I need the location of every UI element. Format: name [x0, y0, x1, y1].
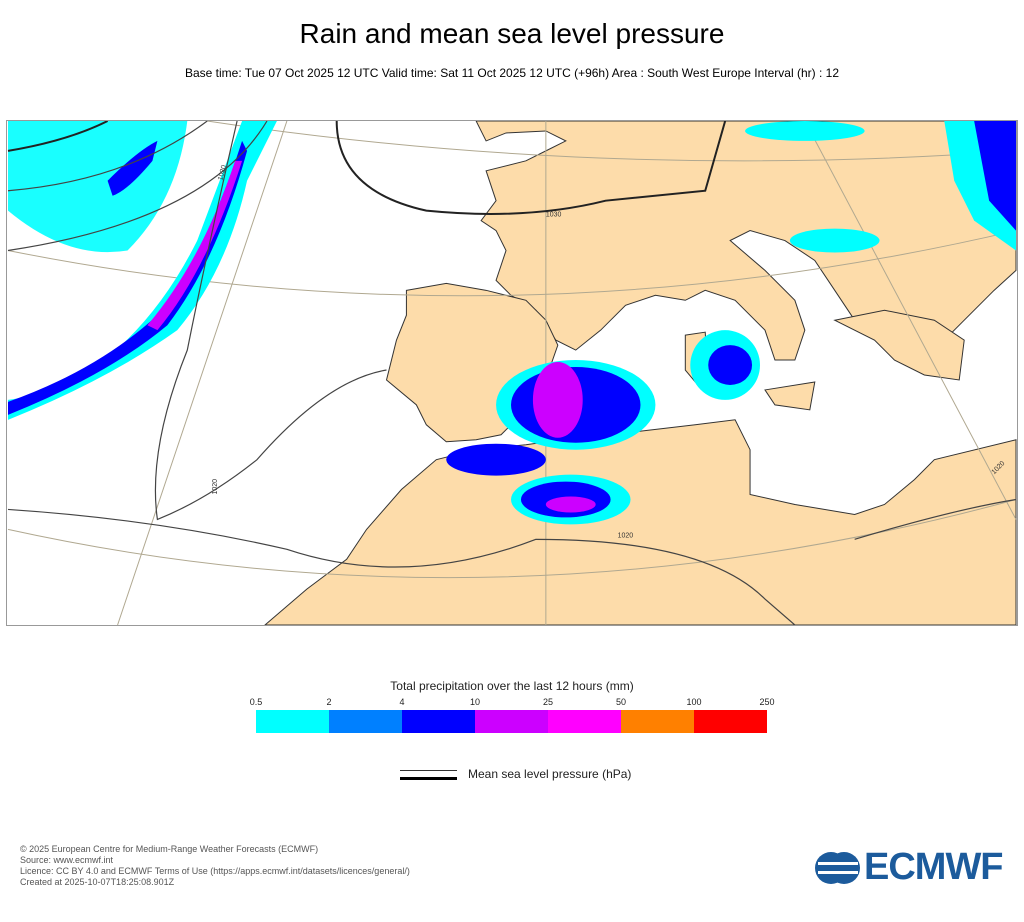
color-bin — [548, 710, 621, 733]
created-at: Created at 2025-10-07T18:25:08.901Z — [20, 877, 175, 887]
isobar-label: 1030 — [546, 212, 562, 219]
legend-tick: 4 — [399, 697, 405, 707]
weather-map: 1030 1020 1020 1020 1020 — [6, 120, 1018, 626]
color-bin — [329, 710, 402, 733]
land — [264, 121, 1017, 625]
color-bin — [256, 710, 329, 733]
legend-title: Total precipitation over the last 12 hou… — [390, 679, 634, 693]
graticule — [7, 121, 1017, 625]
isobars — [7, 121, 1017, 625]
land-sicily — [764, 381, 816, 411]
land-africa — [264, 419, 1017, 625]
land-balkans — [833, 309, 965, 381]
legend-tick: 2 — [326, 697, 332, 707]
ecmwf-logo-icon — [815, 851, 860, 884]
pressure-legend-label: Mean sea level pressure (hPa) — [468, 767, 632, 781]
legend-tick: 25 — [542, 697, 554, 707]
color-bin — [402, 710, 475, 733]
ecmwf-logo: ECMWF — [814, 846, 1004, 889]
page-subtitle: Base time: Tue 07 Oct 2025 12 UTC Valid … — [185, 66, 839, 80]
footer: © 2025 European Centre for Medium-Range … — [20, 844, 410, 888]
legend-tick: 250 — [759, 697, 775, 707]
color-bar — [256, 710, 767, 733]
precipitation — [8, 121, 1016, 525]
logo-text: ECMWF — [864, 846, 1004, 888]
color-bin — [694, 710, 767, 733]
copyright: © 2025 European Centre for Medium-Range … — [20, 844, 319, 854]
source: Source: www.ecmwf.int — [20, 855, 114, 865]
isobar-label: 1020 — [217, 164, 228, 181]
legend-tick: 100 — [686, 697, 702, 707]
licence: Licence: CC BY 4.0 and ECMWF Terms of Us… — [20, 866, 410, 876]
isobar-label: 1020 — [618, 532, 634, 539]
legend-tick: 10 — [469, 697, 481, 707]
legend-tick: 50 — [615, 697, 627, 707]
page-title: Rain and mean sea level pressure — [299, 18, 725, 49]
color-bin — [621, 710, 694, 733]
pressure-legend-line — [400, 768, 457, 780]
color-bin — [475, 710, 548, 733]
isobar-label: 1020 — [212, 479, 219, 495]
legend-tick: 0.5 — [249, 697, 263, 707]
